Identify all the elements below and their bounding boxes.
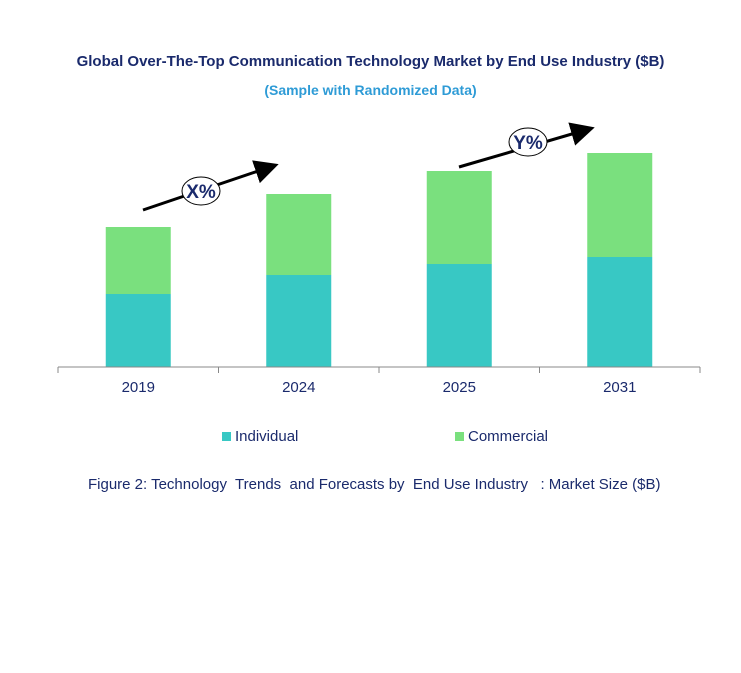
chart-title: Global Over-The-Top Communication Techno… — [76, 53, 665, 70]
bar-commercial-2031 — [587, 153, 653, 257]
legend-label-commercial: Commercial — [468, 428, 549, 445]
bar-commercial-2019 — [105, 227, 171, 294]
bar-individual-2031 — [587, 257, 653, 367]
x-tick-label: 2031 — [603, 379, 636, 396]
bar-commercial-2025 — [426, 171, 492, 264]
legend-item-individual: Individual — [222, 428, 298, 445]
legend-label-individual: Individual — [235, 428, 299, 445]
legend-swatch-commercial — [455, 432, 464, 441]
growth-label: X% — [186, 182, 216, 203]
chart-subtitle: (Sample with Randomized Data) — [264, 82, 477, 98]
bar-individual-2024 — [266, 275, 332, 367]
figure-caption: Figure 2: Technology Trends and Forecast… — [88, 476, 661, 493]
bar-individual-2025 — [426, 264, 492, 367]
x-tick-label: 2019 — [122, 379, 155, 396]
bar-individual-2019 — [105, 294, 171, 367]
legend-item-commercial: Commercial — [455, 428, 548, 445]
legend-swatch-individual — [222, 432, 231, 441]
bar-commercial-2024 — [266, 194, 332, 275]
growth-label: Y% — [513, 133, 543, 154]
x-tick-label: 2024 — [282, 379, 315, 396]
growth-bubble — [508, 127, 548, 157]
x-tick-label: 2025 — [443, 379, 476, 396]
growth-bubble — [181, 176, 221, 206]
